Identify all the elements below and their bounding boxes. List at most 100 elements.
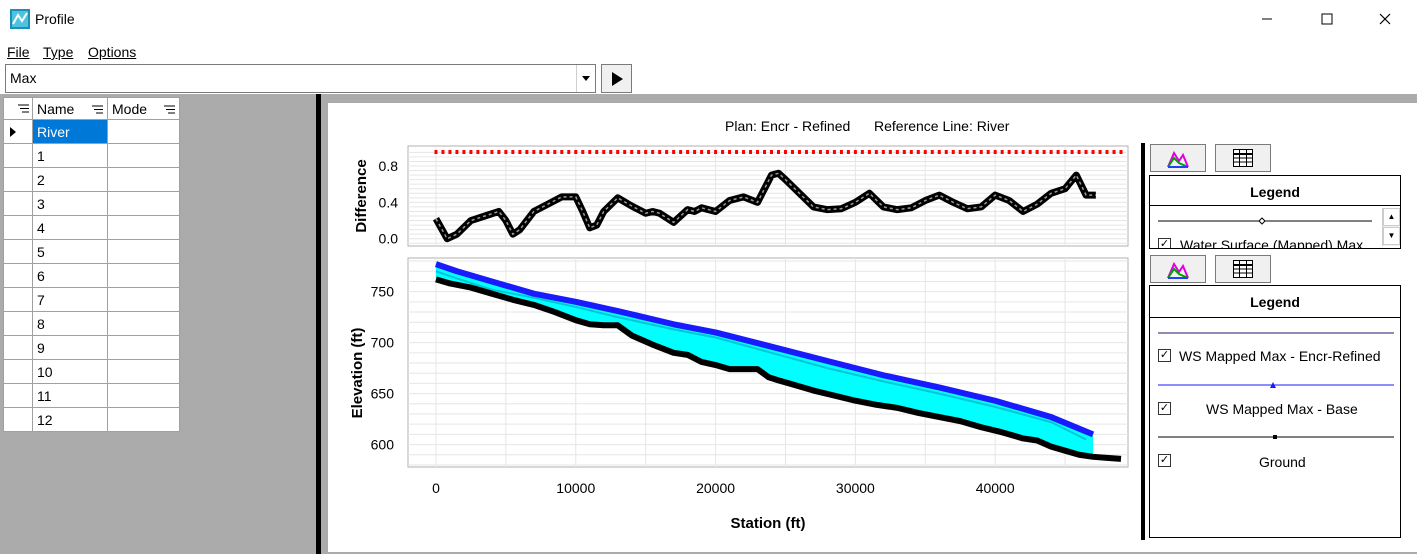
grid-row[interactable]: 2 [3,167,180,192]
difference-marker [637,150,641,154]
chart-view-button-bottom[interactable] [1150,255,1206,283]
grid-cell-mode[interactable] [107,239,180,264]
pane-splitter[interactable] [316,94,321,554]
grid-row[interactable]: 1 [3,143,180,168]
grid-cell-mode[interactable] [107,335,180,360]
grid-cell-name[interactable]: 8 [32,311,108,336]
grid-row[interactable]: 3 [3,191,180,216]
difference-marker [560,150,564,154]
grid-row[interactable]: 4 [3,215,180,240]
play-button[interactable] [601,64,632,93]
grid-cell-name[interactable]: 12 [32,407,108,432]
menu-type[interactable]: Type [43,44,73,60]
difference-marker [1091,150,1095,154]
legend-item-base-checkbox[interactable]: ✓ [1158,402,1171,415]
menu-file-label: File [7,44,30,60]
scroll-down-button[interactable]: ▼ [1383,227,1400,245]
grid-cell-name[interactable]: 1 [32,143,108,168]
grid-row[interactable]: 8 [3,311,180,336]
grid-cell-mode[interactable] [107,119,180,144]
menu-options-label: Options [88,44,137,60]
legend-top-divider [1150,205,1400,206]
grid-cell-mode[interactable] [107,143,180,168]
grid-cell-name[interactable]: 10 [32,359,108,384]
profile-select[interactable]: Max [5,64,596,93]
legend-item-refined-checkbox[interactable]: ✓ [1158,349,1171,362]
row-selector[interactable] [3,407,33,432]
elevation-chart[interactable]: 600 650 700 750 0 10000 20000 30000 40000 Eleva… [330,255,1140,545]
row-selector[interactable] [3,383,33,408]
grid-cell-mode[interactable] [107,167,180,192]
grid-cell-mode[interactable] [107,263,180,288]
difference-marker [644,150,648,154]
row-selector[interactable] [3,311,33,336]
table-view-button-bottom[interactable] [1215,255,1271,283]
table-view-button-top[interactable] [1215,144,1271,172]
grid-cell-name[interactable]: 2 [32,167,108,192]
difference-marker [623,150,627,154]
difference-marker [763,150,767,154]
current-row-icon [10,127,16,137]
grid-cell-mode[interactable] [107,407,180,432]
grid-header-name[interactable]: Name [32,97,108,120]
row-selector[interactable] [3,215,33,240]
row-selector[interactable] [3,191,33,216]
close-button[interactable] [1362,0,1408,38]
ws-refined-line [435,270,1087,441]
row-selector[interactable] [3,287,33,312]
row-selector[interactable] [3,359,33,384]
dropdown-arrow-button[interactable] [576,65,595,92]
grid-cell-name[interactable]: River [32,119,108,144]
grid-row[interactable]: 9 [3,335,180,360]
difference-marker [462,150,466,154]
grid-cell-mode[interactable] [107,311,180,336]
column-filter-icon[interactable] [164,104,175,115]
legend-item-base-label: WS Mapped Max - Base [1206,401,1358,417]
maximize-button[interactable] [1304,0,1350,38]
grid-row[interactable]: 7 [3,287,180,312]
difference-marker [651,150,655,154]
grid-cell-name[interactable]: 7 [32,287,108,312]
grid-row[interactable]: 6 [3,263,180,288]
grid-cell-name[interactable]: 3 [32,191,108,216]
difference-marker [581,150,585,154]
row-selector[interactable] [3,335,33,360]
legend-item-ground-checkbox[interactable]: ✓ [1158,454,1171,467]
grid-cell-name[interactable]: 5 [32,239,108,264]
grid-cell-name[interactable]: 4 [32,215,108,240]
menu-file[interactable]: File [7,44,30,60]
difference-tick-label: 0.0 [379,231,399,247]
grid-cell-mode[interactable] [107,215,180,240]
grid-corner-header[interactable] [3,97,33,120]
column-filter-icon[interactable] [92,104,103,115]
grid-cell-name[interactable]: 11 [32,383,108,408]
difference-marker [567,150,571,154]
grid-cell-mode[interactable] [107,383,180,408]
grid-cell-mode[interactable] [107,287,180,312]
legend-top-item-0-checkbox[interactable]: ✓ [1158,238,1171,249]
grid-row[interactable]: 12 [3,407,180,432]
grid-header-mode[interactable]: Mode [107,97,180,120]
grid-row[interactable]: 10 [3,359,180,384]
difference-chart[interactable]: Difference 0.0 0.4 0.8 [330,140,1140,255]
row-selector[interactable] [3,239,33,264]
grid-cell-name[interactable]: 6 [32,263,108,288]
row-selector[interactable] [3,263,33,288]
row-selector[interactable] [3,119,33,144]
row-selector[interactable] [3,143,33,168]
grid-cell-mode[interactable] [107,359,180,384]
minimize-button[interactable] [1244,0,1290,38]
difference-ylabel: Difference [353,159,370,232]
menu-options[interactable]: Options [88,44,136,60]
grid-cell-mode[interactable] [107,191,180,216]
difference-marker [511,150,515,154]
profile-select-value: Max [10,70,37,86]
grid-cell-name[interactable]: 9 [32,335,108,360]
legend-top-scrollbar[interactable]: ▲ ▼ [1382,208,1400,246]
scroll-up-button[interactable]: ▲ [1383,208,1400,226]
grid-row[interactable]: River [3,119,180,144]
chart-view-button-top[interactable] [1150,144,1206,172]
grid-row[interactable]: 5 [3,239,180,264]
grid-row[interactable]: 11 [3,383,180,408]
row-selector[interactable] [3,167,33,192]
